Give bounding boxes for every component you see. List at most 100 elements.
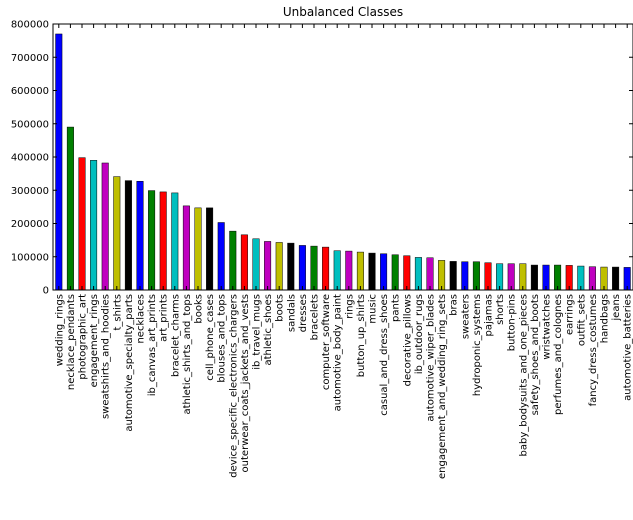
x-tick-label: athletic_shirts_and_tops (182, 294, 193, 415)
x-tick-label: automotive_body_paint (333, 294, 344, 411)
bar-necklaces (136, 181, 144, 291)
x-tick-label: jeans (611, 294, 622, 322)
bar-decorative_pillows (403, 255, 411, 291)
x-tick-label: wedding_rings (54, 294, 65, 366)
x-tick-label: safety_shoes_and_boots (530, 294, 541, 415)
x-tick-label: engagement_rings (89, 294, 100, 387)
bar-t_shirts (113, 176, 121, 291)
x-tick-label: ib_canvas_art_prints (147, 294, 158, 396)
bar-cell_phone_cases (206, 207, 214, 291)
x-tick-label: bras (449, 294, 460, 316)
bar-necklace_pendants (66, 126, 74, 291)
bar-blouses_and_tops (217, 222, 225, 291)
bar-wedding_rings (55, 33, 63, 291)
bar-dresses (298, 245, 306, 291)
x-tick-label: music (368, 294, 379, 324)
bar-photographic_art (78, 157, 86, 291)
x-tick-label: blouses_and_tops (217, 294, 228, 383)
bar-ib_canvas_art_prints (148, 190, 156, 291)
x-tick-label: handbags (600, 294, 611, 343)
bar-outerwear_coats_jackets_and_vests (240, 234, 248, 291)
y-tick-label: 300000 (11, 186, 49, 197)
x-tick-label: perfumes_and_colognes (553, 294, 564, 415)
x-tick-label: button_up_shirts (356, 294, 367, 377)
bar-engagement_and_wedding_ring_sets (438, 260, 446, 291)
bar-device_specific_electronics_chargers (229, 230, 237, 291)
bar-casual_and_dress_shoes (380, 253, 388, 291)
bar-engagement_rings (90, 160, 98, 291)
x-tick-label: necklace_pendants (66, 294, 77, 390)
bar-rings (345, 250, 353, 291)
x-tick-label: wristwatches (542, 294, 553, 360)
x-tick-label: computer_software (321, 294, 332, 390)
x-tick-label: automotive_wiper_blades (426, 294, 437, 422)
x-tick-label: books (194, 294, 205, 324)
x-tick-label: button-pins (507, 294, 518, 351)
x-tick-label: t_shirts (112, 294, 123, 331)
bar-ib_travel_mugs (252, 238, 260, 291)
x-tick-label: bracelets (310, 294, 321, 340)
x-tick-label: casual_and_dress_shoes (379, 294, 390, 416)
x-tick-label: sweaters (460, 294, 471, 339)
x-tick-label: sandals (286, 294, 297, 332)
x-tick-label: engagement_and_wedding_ring_sets (437, 294, 448, 479)
bar-sandals (287, 242, 295, 291)
bar-automotive_wiper_blades (426, 257, 434, 291)
bar-ib_outdoor_rugs (414, 257, 422, 291)
x-tick-label: dresses (298, 294, 309, 332)
bar-hydroponic_systems (472, 261, 480, 291)
x-tick-label: outfit_sets (576, 294, 587, 346)
y-tick-label: 500000 (11, 119, 49, 130)
x-tick-label: photographic_art (78, 294, 89, 380)
x-tick-label: necklaces (136, 294, 147, 344)
bar-athletic_shirts_and_tops (182, 205, 190, 291)
y-tick-label: 0 (43, 286, 49, 297)
bar-bras (449, 261, 457, 291)
x-tick-label: fancy_dress_costumes (588, 294, 599, 406)
x-tick-label: ib_travel_mugs (252, 294, 263, 370)
x-tick-label: hydroponic_systems (472, 294, 483, 396)
plot-area: 0 100000 200000 300000 400000 500000 600000 700… (11, 20, 633, 479)
bar-boots (275, 242, 283, 291)
x-tick-label: baby_bodysuits_and_one_pieces (518, 294, 529, 457)
x-tick-label: rings (344, 294, 355, 319)
x-tick-label: bracelet_charms (170, 294, 181, 377)
x-tick-label: outerwear_coats_jackets_and_vests (240, 294, 251, 472)
bar-pajamas (484, 262, 492, 291)
y-tick-label: 800000 (11, 20, 49, 31)
bar-computer_software (322, 246, 330, 291)
bar-automotive_specialty_parts (124, 180, 132, 291)
bar-pants (391, 254, 399, 291)
x-tick-label: ib_outdoor_rugs (414, 294, 425, 374)
bar-bracelets (310, 245, 318, 291)
x-tick-label: pants (391, 294, 402, 322)
x-tick-label: automotive_batteries (623, 294, 633, 401)
chart-title: Unbalanced Classes (283, 5, 403, 19)
bar-sweaters (461, 261, 469, 291)
bar-bracelet_charms (171, 192, 179, 291)
x-tick-label: decorative_pillows (402, 294, 413, 386)
bar-art_prints (159, 191, 167, 291)
x-tick-label: boots (275, 294, 286, 322)
y-tick-label: 400000 (11, 153, 49, 164)
bar-sweatshirts_and_hoodies (101, 162, 109, 291)
x-tick-label: cell_phone_cases (205, 294, 216, 381)
bar-athletic_shoes (264, 241, 272, 291)
bar-music (368, 252, 376, 291)
bar-button_up_shirts (356, 251, 364, 291)
x-tick-label: automotive_specialty_parts (124, 294, 135, 432)
x-tick-label: device_specific_electronics_chargers (228, 294, 239, 478)
y-tick-label: 600000 (11, 86, 49, 97)
bar-automotive_body_paint (333, 250, 341, 291)
x-tick-label: athletic_shoes (263, 294, 274, 366)
y-tick-label: 100000 (11, 252, 49, 263)
x-tick-label: shorts (495, 294, 506, 325)
y-tick-label: 200000 (11, 219, 49, 230)
bar-books (194, 207, 202, 291)
x-tick-label: pajamas (484, 294, 495, 336)
x-tick-label: earrings (565, 294, 576, 335)
x-tick-label: sweatshirts_and_hoodies (101, 294, 112, 419)
y-tick-label: 700000 (11, 53, 49, 64)
